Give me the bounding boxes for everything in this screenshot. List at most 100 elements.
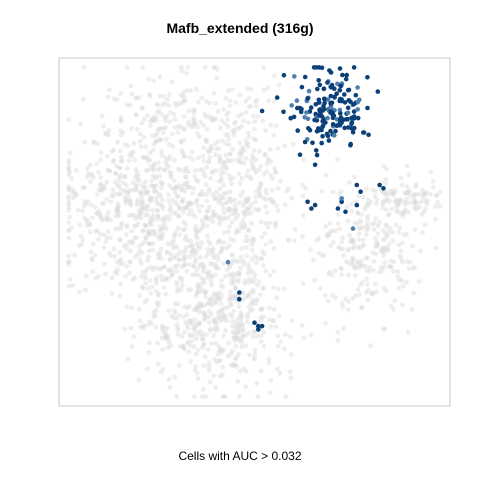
cell-point — [66, 262, 72, 267]
cell-point — [164, 162, 170, 168]
cell-point — [220, 245, 225, 251]
cell-point — [337, 246, 343, 251]
cell-point — [266, 156, 271, 162]
cell-point — [106, 132, 111, 138]
cell-point — [235, 328, 241, 333]
cell-point — [144, 155, 150, 161]
cell-point — [192, 367, 198, 373]
cell-point — [210, 168, 216, 174]
cell-point — [209, 274, 215, 280]
cell-point — [189, 250, 195, 256]
cell-point — [248, 278, 254, 284]
cell-point — [393, 198, 399, 204]
cell-point — [151, 314, 157, 319]
cell-point — [138, 202, 144, 207]
cell-point — [137, 293, 143, 298]
cell-point — [266, 360, 272, 366]
cell-point — [141, 186, 147, 192]
cell-point — [136, 377, 142, 383]
cell-point — [212, 272, 218, 278]
cell-point — [211, 332, 217, 338]
cell-point — [192, 168, 198, 174]
cell-point — [214, 146, 220, 152]
cell-point — [126, 188, 132, 194]
cell-point — [188, 254, 193, 260]
cell-point — [162, 100, 168, 106]
cell-point — [271, 98, 277, 104]
cell-point — [230, 252, 236, 258]
cell-point — [271, 199, 276, 205]
cell-point — [127, 199, 133, 205]
cell-point — [253, 301, 259, 306]
cell-point — [241, 210, 247, 216]
cell-point — [177, 101, 183, 107]
cell-point — [186, 211, 192, 217]
cell-point — [423, 206, 428, 212]
cell-point — [175, 286, 181, 292]
cell-point — [133, 112, 139, 118]
cell-point — [190, 212, 196, 217]
cell-point — [300, 182, 306, 187]
cell-point — [203, 182, 209, 188]
cell-point — [167, 257, 173, 263]
cell-point — [252, 272, 258, 278]
cell-point — [216, 193, 222, 198]
cell-point — [382, 326, 388, 332]
cell-point — [179, 184, 185, 190]
cell-point — [227, 98, 233, 104]
cell-point — [379, 249, 384, 255]
cell-point — [200, 153, 206, 159]
cell-point — [101, 186, 107, 192]
chart-title: Mafb_extended (316g) — [166, 20, 314, 36]
cell-point — [388, 264, 394, 269]
cell-point — [66, 186, 72, 192]
cell-point — [392, 188, 398, 194]
cell-point — [275, 343, 281, 349]
cell-point — [228, 199, 234, 205]
cell-point — [145, 266, 150, 272]
cell-point — [235, 279, 241, 284]
cell-point — [230, 362, 236, 367]
cell-point — [251, 148, 257, 153]
cell-point — [192, 107, 198, 113]
cell-point — [142, 206, 148, 212]
cell-point — [233, 343, 239, 349]
cell-point — [264, 161, 270, 167]
cell-point — [271, 307, 277, 312]
cell-point — [137, 248, 142, 254]
active-cell-point — [312, 162, 318, 168]
cell-point — [167, 154, 173, 160]
cell-point — [244, 245, 249, 250]
cell-point — [186, 108, 191, 114]
cell-point — [184, 88, 190, 93]
cell-point — [380, 199, 386, 205]
cell-point — [114, 163, 119, 169]
cell-point — [394, 204, 399, 210]
cell-point — [179, 198, 185, 204]
cell-point — [148, 118, 154, 124]
cell-point — [163, 335, 169, 340]
cell-point — [180, 187, 186, 193]
cell-point — [157, 191, 162, 197]
cell-point — [345, 248, 351, 253]
cell-point — [213, 265, 219, 271]
cell-point — [424, 202, 430, 207]
cell-point — [91, 139, 96, 145]
cell-point — [360, 194, 366, 200]
cell-point — [435, 199, 441, 205]
cell-point — [264, 169, 270, 174]
cell-point — [241, 258, 247, 264]
active-cell-point — [237, 290, 242, 295]
cell-point — [382, 198, 387, 204]
cell-point — [364, 186, 369, 192]
cell-point — [137, 243, 142, 249]
cell-point — [223, 165, 229, 171]
cell-point — [360, 243, 366, 249]
cell-point — [240, 333, 246, 339]
active-cell-point — [342, 125, 348, 131]
cell-point — [252, 276, 257, 282]
cell-point — [99, 201, 105, 207]
cell-point — [430, 178, 436, 184]
cell-point — [143, 223, 149, 229]
cell-point — [421, 190, 427, 196]
